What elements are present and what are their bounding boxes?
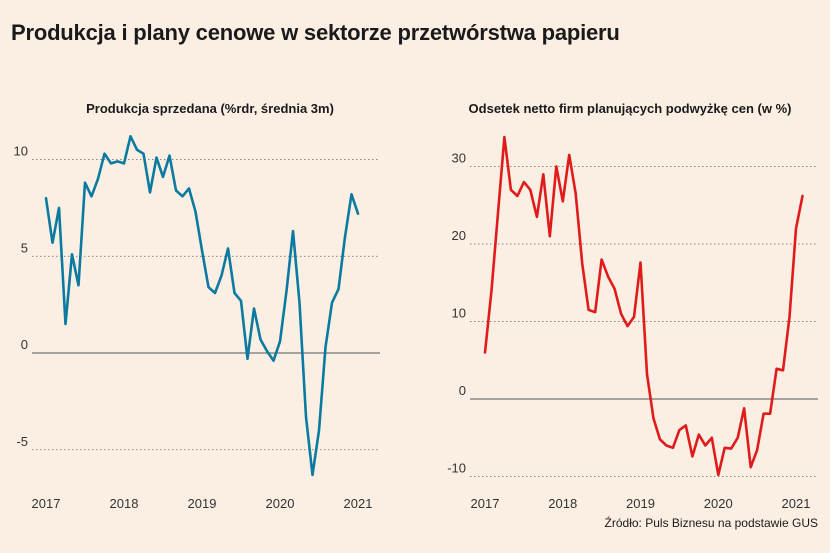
y-tick-label: 10 bbox=[14, 144, 28, 159]
x-tick-label: 2020 bbox=[266, 496, 295, 511]
x-tick-label: 2018 bbox=[110, 496, 139, 511]
x-tick-label: 2020 bbox=[704, 496, 733, 511]
y-tick-label: 5 bbox=[21, 240, 28, 255]
y-tick-label: -5 bbox=[16, 434, 28, 449]
x-tick-label: 2021 bbox=[782, 496, 811, 511]
right-chart-subtitle: Odsetek netto firm planujących podwyżkę … bbox=[468, 101, 792, 116]
y-tick-label: 10 bbox=[452, 306, 466, 321]
x-tick-label: 2021 bbox=[344, 496, 373, 511]
series-line bbox=[483, 135, 804, 477]
y-tick-label: 30 bbox=[452, 151, 466, 166]
x-tick-label: 2019 bbox=[188, 496, 217, 511]
y-tick-label: 0 bbox=[21, 337, 28, 352]
x-tick-label: 2018 bbox=[548, 496, 577, 511]
y-tick-label: 20 bbox=[452, 228, 466, 243]
source-note: Źródło: Puls Biznesu na podstawie GUS bbox=[604, 516, 818, 530]
chart-title: Produkcja i plany cenowe w sektorze prze… bbox=[11, 20, 620, 45]
series-line bbox=[44, 135, 360, 477]
left-chart-subtitle: Produkcja sprzedana (%rdr, średnia 3m) bbox=[86, 101, 334, 116]
production-line-chart: -5 0 5 10 2017 2018 2019 2020 2021 bbox=[14, 135, 380, 511]
x-tick-label: 2017 bbox=[471, 496, 500, 511]
x-tick-label: 2017 bbox=[32, 496, 61, 511]
x-tick-label: 2019 bbox=[626, 496, 655, 511]
y-tick-label: 0 bbox=[459, 383, 466, 398]
y-tick-label: -10 bbox=[447, 461, 466, 476]
